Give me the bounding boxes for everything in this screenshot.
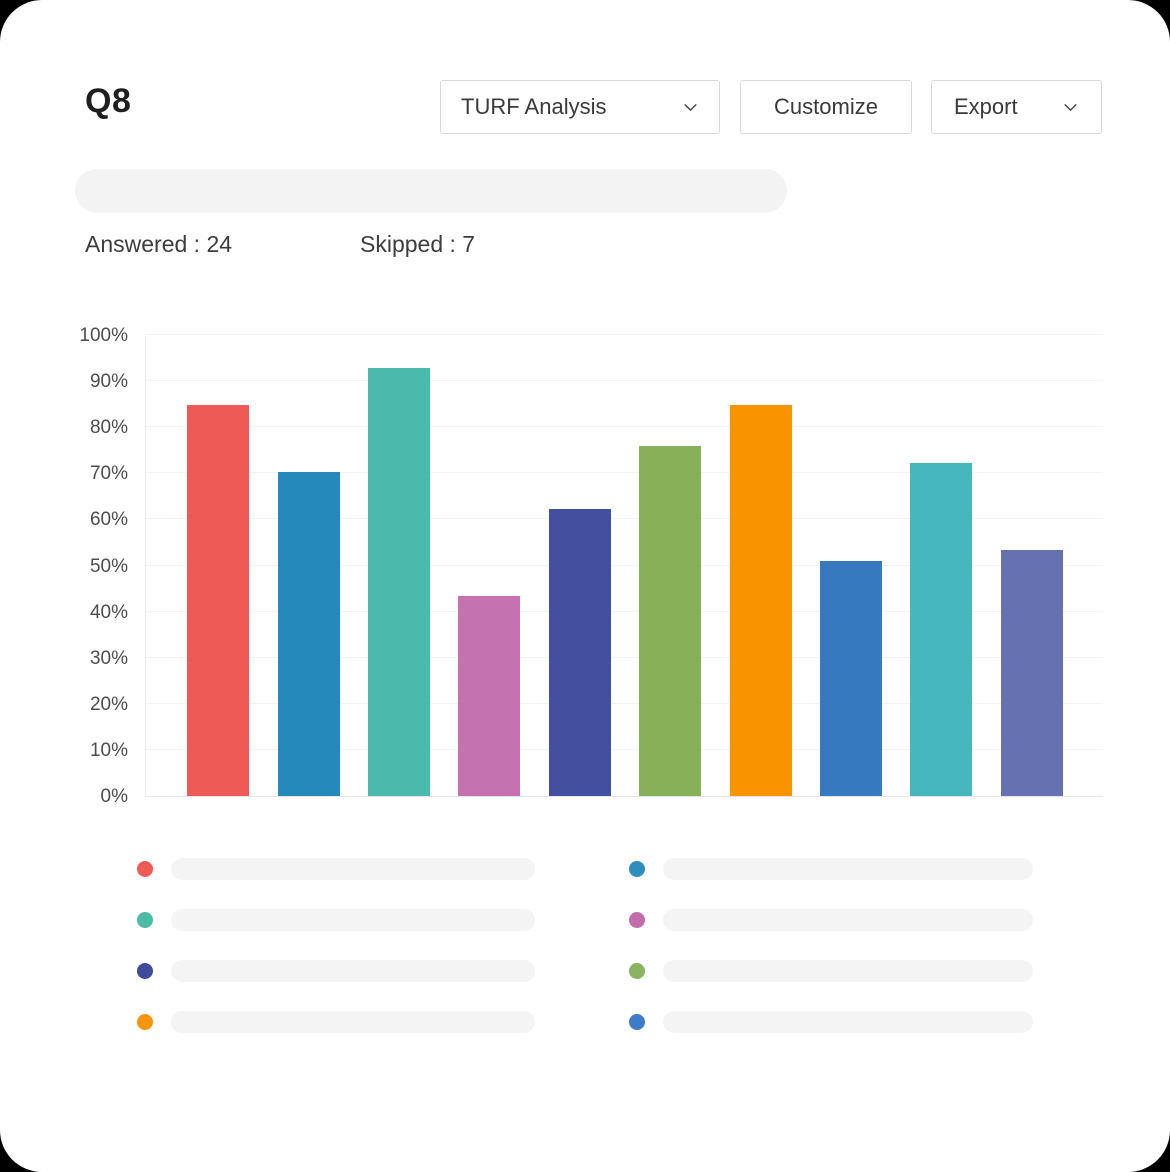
gridline <box>146 518 1103 520</box>
bar-8[interactable] <box>820 561 882 796</box>
y-axis-tick-label: 10% <box>89 739 128 761</box>
y-axis-tick-label: 70% <box>89 463 128 485</box>
legend-label-placeholder <box>171 960 535 982</box>
y-axis-labels: 0% 10% 20% 30% 40% 50% 60% 70% 80% 90% 100% <box>40 325 128 807</box>
legend-label-placeholder <box>663 960 1033 982</box>
y-axis-tick-label: 30% <box>89 647 128 669</box>
chevron-down-icon <box>1064 103 1077 111</box>
y-axis-tick-label: 0% <box>100 786 128 807</box>
legend-color-dot <box>137 912 153 928</box>
question-text-placeholder <box>75 169 787 213</box>
legend-item-5[interactable] <box>137 960 535 982</box>
legend-color-dot <box>629 912 645 928</box>
y-axis-tick-label: 50% <box>89 555 128 577</box>
analysis-type-dropdown[interactable]: TURF Analysis <box>440 80 720 134</box>
legend-color-dot <box>629 861 645 877</box>
gridline <box>146 380 1103 382</box>
analysis-type-value: TURF Analysis <box>461 94 607 119</box>
legend-item-7[interactable] <box>137 1011 535 1033</box>
question-number-title: Q8 <box>85 82 132 120</box>
y-axis-tick-label: 90% <box>89 371 128 393</box>
legend-label-placeholder <box>171 858 535 880</box>
gridline <box>146 748 1103 750</box>
gridline <box>146 564 1103 566</box>
legend-label-placeholder <box>663 1011 1033 1033</box>
legend-item-4[interactable] <box>629 909 1033 931</box>
y-axis-tick-label: 80% <box>89 417 128 439</box>
bar-4[interactable] <box>458 595 521 796</box>
bar-6[interactable] <box>639 446 702 796</box>
legend-label-placeholder <box>171 1011 535 1033</box>
gridline <box>146 656 1103 658</box>
chart-plot-area <box>145 334 1103 797</box>
legend-color-dot <box>137 963 153 979</box>
export-button[interactable]: Export <box>931 80 1102 134</box>
bar-10[interactable] <box>1000 549 1063 796</box>
legend-item-1[interactable] <box>137 858 535 880</box>
legend-item-3[interactable] <box>137 909 535 931</box>
bar-1[interactable] <box>187 405 250 796</box>
answered-count: Answered : 24 <box>85 231 233 257</box>
legend-color-dot <box>629 1014 645 1030</box>
gridline <box>146 334 1103 335</box>
legend-label-placeholder <box>171 909 535 931</box>
y-axis-tick-label: 20% <box>89 693 128 715</box>
customize-button[interactable]: Customize <box>740 80 912 134</box>
legend-color-dot <box>137 1014 153 1030</box>
bar-9[interactable] <box>910 462 973 796</box>
gridline <box>146 472 1103 474</box>
legend-item-6[interactable] <box>629 960 1033 982</box>
skipped-count: Skipped : 7 <box>360 231 476 257</box>
bar-3[interactable] <box>368 368 430 796</box>
chevron-down-icon <box>684 103 697 111</box>
gridline <box>146 610 1103 612</box>
legend-item-2[interactable] <box>629 858 1033 880</box>
legend-label-placeholder <box>663 909 1033 931</box>
gridline <box>146 702 1103 704</box>
bar-2[interactable] <box>277 471 340 796</box>
y-axis-tick-label: 40% <box>89 601 128 623</box>
bar-5[interactable] <box>548 508 611 796</box>
legend-label-placeholder <box>663 858 1033 880</box>
gridline <box>146 426 1103 428</box>
bar-7[interactable] <box>729 405 792 796</box>
export-label: Export <box>954 94 1018 119</box>
legend-color-dot <box>137 861 153 877</box>
y-axis-tick-label: 100% <box>79 325 128 346</box>
legend-color-dot <box>629 963 645 979</box>
y-axis-tick-label: 60% <box>89 509 128 531</box>
chart-legend <box>137 858 1033 1033</box>
legend-item-8[interactable] <box>629 1011 1033 1033</box>
